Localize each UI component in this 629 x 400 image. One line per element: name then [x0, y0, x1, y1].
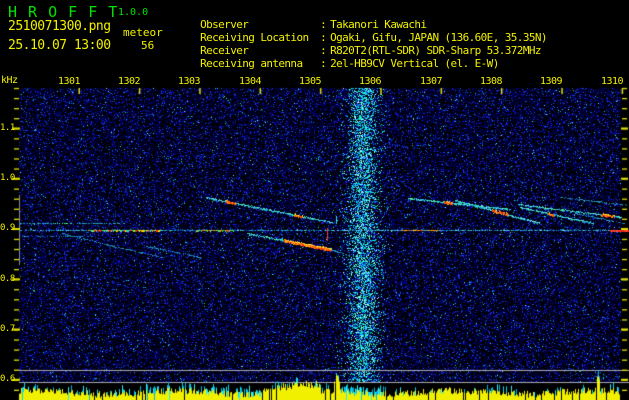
- output-filename: 2510071300.png: [8, 19, 111, 34]
- app-title: H R O F F T: [8, 3, 119, 21]
- colon: :: [320, 57, 327, 70]
- x-tick-label: 1306: [358, 76, 382, 87]
- info-value: 2el-HB9CV Vertical (el. E-W): [330, 57, 499, 70]
- x-tick-label: 1302: [117, 76, 141, 87]
- info-value: Takanori Kawachi: [330, 18, 427, 31]
- echo-count: 56: [141, 39, 155, 52]
- x-tick-label: 1303: [177, 76, 201, 87]
- x-tick-label: 1310: [600, 76, 624, 87]
- timestamp: 25.10.07 13:00: [8, 38, 111, 53]
- info-value: Ogaki, Gifu, JAPAN (136.60E, 35.35N): [330, 31, 547, 44]
- info-label: Observer: [200, 18, 249, 31]
- x-tick-label: 1304: [238, 76, 262, 87]
- x-tick-label: 1301: [57, 76, 81, 87]
- y-tick-label: 0.6: [0, 374, 15, 384]
- info-row-observer: Observer: Takanori Kawachi: [176, 5, 427, 44]
- y-tick-label: 1.1: [0, 123, 15, 133]
- y-tick-label: 0.9: [0, 223, 15, 233]
- y-axis-unit-label: kHz: [1, 75, 18, 86]
- y-tick-label: 0.7: [0, 324, 15, 334]
- app-version: 1.0.0: [118, 7, 149, 18]
- info-value: R820T2(RTL-SDR) SDR-Sharp 53.372MHz: [330, 44, 541, 57]
- y-tick-label: 1.0: [0, 173, 15, 183]
- x-tick-label: 1307: [419, 76, 443, 87]
- info-row-receiver: Receiver: R820T2(RTL-SDR) SDR-Sharp 53.37…: [176, 31, 541, 70]
- y-tick-label: 0.8: [0, 274, 15, 284]
- x-tick-label: 1309: [539, 76, 563, 87]
- info-label: Receiver: [200, 44, 249, 57]
- info-row-antenna: Receiving antenna:2el-HB9CV Vertical (el…: [176, 44, 499, 83]
- colon: :: [320, 31, 327, 44]
- colon: :: [320, 44, 327, 57]
- info-row-location: Receiving Location: Ogaki, Gifu, JAPAN (1…: [176, 18, 547, 57]
- x-tick-label: 1305: [298, 76, 322, 87]
- mode-label: meteor: [123, 26, 163, 39]
- info-label: Receiving Location: [200, 31, 309, 44]
- x-tick-label: 1308: [479, 76, 503, 87]
- info-label: Receiving antenna: [200, 57, 303, 70]
- colon: :: [320, 18, 327, 31]
